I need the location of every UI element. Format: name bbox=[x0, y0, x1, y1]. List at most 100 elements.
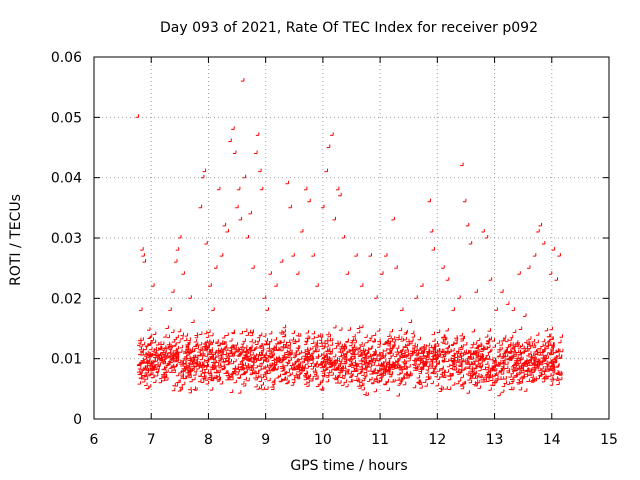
band-point bbox=[471, 328, 475, 333]
band-point bbox=[431, 344, 435, 349]
band-point bbox=[442, 336, 446, 341]
band-point bbox=[442, 374, 447, 378]
band-point bbox=[538, 360, 543, 364]
x-tick-label: 10 bbox=[314, 432, 332, 448]
band-point bbox=[186, 352, 190, 356]
band-point bbox=[429, 365, 433, 369]
band-point bbox=[486, 341, 490, 345]
band-point bbox=[451, 382, 456, 386]
band-point bbox=[544, 360, 548, 364]
data-point bbox=[460, 162, 464, 167]
band-point bbox=[369, 360, 373, 365]
band-point bbox=[265, 358, 270, 363]
band-point bbox=[550, 342, 554, 346]
data-point bbox=[145, 385, 150, 390]
band-point bbox=[558, 376, 563, 381]
band-point bbox=[436, 329, 441, 333]
band-point bbox=[200, 379, 205, 383]
band-point bbox=[389, 361, 394, 365]
band-point bbox=[161, 377, 166, 382]
band-point bbox=[436, 361, 440, 365]
band-point bbox=[486, 356, 490, 360]
band-point bbox=[351, 344, 356, 348]
band-point bbox=[418, 350, 423, 354]
data-point bbox=[141, 253, 145, 257]
band-point bbox=[192, 386, 196, 390]
band-point bbox=[307, 347, 311, 351]
band-point bbox=[243, 328, 248, 332]
band-point bbox=[321, 372, 325, 376]
band-point bbox=[280, 331, 285, 335]
band-point bbox=[542, 348, 546, 353]
band-point bbox=[283, 344, 287, 349]
band-point bbox=[321, 363, 325, 368]
band-point bbox=[464, 358, 468, 362]
data-point bbox=[517, 271, 521, 275]
band-point bbox=[373, 376, 378, 381]
band-point bbox=[417, 336, 421, 341]
band-point bbox=[378, 375, 383, 379]
band-point bbox=[541, 378, 546, 383]
data-point bbox=[238, 216, 243, 221]
band-point bbox=[303, 372, 307, 377]
band-point bbox=[439, 348, 443, 353]
band-point bbox=[510, 345, 515, 349]
band-point bbox=[158, 355, 162, 360]
band-point bbox=[532, 344, 537, 349]
band-point bbox=[558, 370, 562, 375]
band-point bbox=[291, 367, 296, 371]
band-point bbox=[194, 359, 198, 363]
band-point bbox=[392, 339, 396, 343]
band-point bbox=[342, 355, 346, 360]
band-point bbox=[548, 359, 552, 363]
band-point bbox=[356, 325, 361, 329]
band-point bbox=[478, 367, 482, 372]
band-point bbox=[295, 358, 299, 362]
band-point bbox=[432, 355, 436, 360]
data-point bbox=[384, 253, 388, 257]
band-point bbox=[377, 338, 381, 343]
band-point bbox=[294, 374, 299, 378]
band-point bbox=[525, 367, 529, 371]
band-point bbox=[141, 341, 146, 346]
band-point bbox=[273, 356, 277, 360]
band-point bbox=[267, 362, 271, 367]
band-point bbox=[454, 354, 459, 358]
band-point bbox=[338, 345, 343, 350]
band-point bbox=[342, 375, 346, 379]
band-point bbox=[337, 341, 341, 345]
data-point bbox=[414, 295, 418, 299]
band-point bbox=[179, 386, 183, 391]
band-point bbox=[335, 367, 340, 371]
band-point bbox=[224, 370, 229, 374]
band-point bbox=[543, 368, 547, 372]
band-point bbox=[436, 376, 441, 380]
band-point bbox=[198, 352, 202, 357]
data-point bbox=[144, 343, 149, 348]
band-point bbox=[423, 344, 427, 348]
band-point bbox=[376, 367, 381, 371]
data-point bbox=[429, 229, 434, 233]
band-point bbox=[177, 328, 182, 333]
band-point bbox=[268, 350, 273, 354]
band-point bbox=[356, 329, 361, 334]
band-point bbox=[266, 345, 270, 349]
band-point bbox=[496, 353, 501, 358]
band-point bbox=[540, 355, 544, 359]
band-point bbox=[460, 338, 464, 342]
band-point bbox=[410, 338, 414, 342]
band-point bbox=[247, 349, 252, 354]
data-point bbox=[303, 186, 308, 191]
band-point bbox=[219, 381, 224, 385]
data-point bbox=[251, 265, 255, 269]
band-point bbox=[254, 383, 258, 388]
band-point bbox=[482, 366, 486, 370]
band-point bbox=[302, 353, 306, 357]
band-point bbox=[478, 373, 482, 378]
band-point bbox=[282, 344, 286, 348]
band-point bbox=[242, 383, 247, 387]
band-point bbox=[313, 371, 318, 376]
band-point bbox=[365, 339, 369, 344]
band-point bbox=[322, 364, 326, 368]
band-point bbox=[287, 345, 291, 349]
